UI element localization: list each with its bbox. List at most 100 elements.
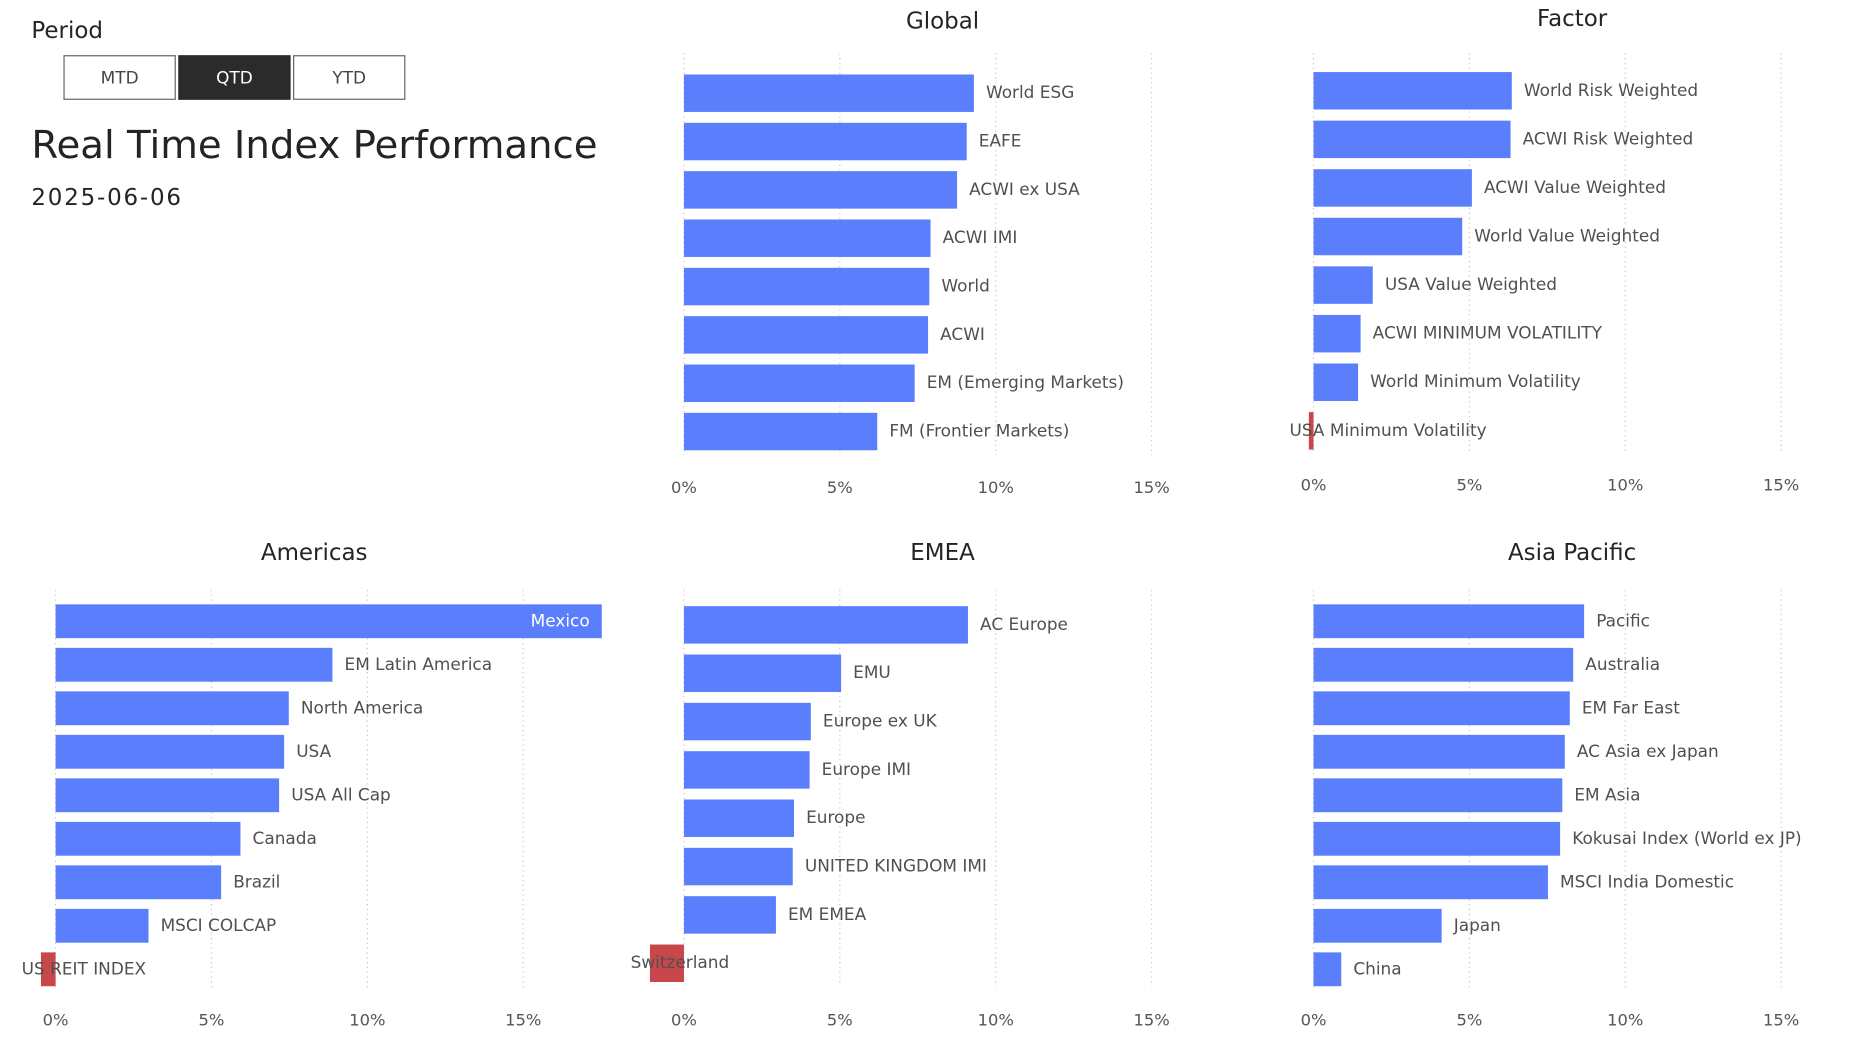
bar xyxy=(55,691,289,726)
page-title: Real Time Index Performance xyxy=(31,123,597,168)
bar-label: AC Asia ex Japan xyxy=(1577,741,1719,761)
bar xyxy=(1313,647,1574,682)
bar xyxy=(55,734,285,769)
bar-label: Europe IMI xyxy=(822,759,911,779)
x-tick-label: 5% xyxy=(1456,475,1482,494)
bar-label: Japan xyxy=(1453,915,1501,935)
x-tick-label: 15% xyxy=(1133,1011,1169,1030)
x-tick-label: 0% xyxy=(43,1011,69,1030)
bar xyxy=(683,606,968,644)
bar-label: ACWI Risk Weighted xyxy=(1523,128,1694,148)
bar-label: Europe ex UK xyxy=(823,711,938,731)
bar-label: US REIT INDEX xyxy=(22,958,147,978)
bar xyxy=(1313,952,1342,987)
bar xyxy=(1313,908,1442,943)
x-tick-label: 0% xyxy=(671,1011,697,1030)
bar-label: AC Europe xyxy=(980,614,1068,634)
bar xyxy=(55,865,222,900)
bar xyxy=(683,316,929,354)
x-tick-label: 15% xyxy=(1763,475,1799,494)
bar xyxy=(683,799,794,837)
x-tick-label: 10% xyxy=(349,1011,385,1030)
bar-label: ACWI IMI xyxy=(943,227,1018,247)
bar-label: ACWI Value Weighted xyxy=(1484,177,1666,197)
bar xyxy=(683,122,967,161)
bar xyxy=(1313,691,1570,726)
panel-title: Factor xyxy=(1537,6,1608,32)
bar xyxy=(683,847,793,886)
x-tick-label: 15% xyxy=(1133,478,1169,497)
period-label: Period xyxy=(31,18,103,44)
x-tick-label: 10% xyxy=(978,478,1014,497)
bar-label: World Minimum Volatility xyxy=(1370,371,1581,391)
bar xyxy=(1308,412,1314,450)
bar-label: World xyxy=(941,276,989,296)
bar-label: USA Minimum Volatility xyxy=(1290,420,1487,440)
bar-label: EMU xyxy=(853,662,891,682)
panel-title: EMEA xyxy=(910,540,975,566)
bar xyxy=(1313,120,1511,159)
bar-label: Canada xyxy=(253,828,317,848)
x-tick-label: 5% xyxy=(827,478,853,497)
bar-label: Switzerland xyxy=(631,952,730,972)
x-tick-label: 5% xyxy=(199,1011,225,1030)
bar-label: MSCI COLCAP xyxy=(161,915,277,935)
bar-label: EM Latin America xyxy=(345,654,493,674)
period-button-label[interactable]: QTD xyxy=(216,68,253,88)
bar xyxy=(1313,604,1585,639)
panel-title: Global xyxy=(906,8,979,34)
x-tick-label: 5% xyxy=(827,1011,853,1030)
bar xyxy=(55,604,602,639)
period-button[interactable] xyxy=(63,55,176,100)
bar-label: MSCI India Domestic xyxy=(1560,871,1734,891)
bar xyxy=(683,751,810,789)
bar-label: EM Asia xyxy=(1574,784,1640,804)
bar xyxy=(683,364,915,402)
bar-label: Brazil xyxy=(233,871,280,891)
bar xyxy=(1313,363,1359,401)
x-tick-label: 10% xyxy=(978,1011,1014,1030)
bar-label: World ESG xyxy=(986,82,1074,102)
bar xyxy=(683,267,930,306)
x-tick-label: 0% xyxy=(671,478,697,497)
bar xyxy=(1313,169,1472,207)
bar xyxy=(1313,266,1373,304)
bar xyxy=(1313,821,1561,856)
period-button-label[interactable]: YTD xyxy=(331,68,366,88)
period-button-label[interactable]: MTD xyxy=(101,68,139,88)
bar xyxy=(683,171,958,209)
bar-label: EAFE xyxy=(979,131,1022,151)
bar xyxy=(683,896,776,934)
x-tick-label: 0% xyxy=(1301,475,1327,494)
bar xyxy=(55,647,333,682)
bar-label: UNITED KINGDOM IMI xyxy=(805,856,987,876)
period-button[interactable] xyxy=(293,55,406,100)
bar-label: Europe xyxy=(806,807,865,827)
bar-label: World Risk Weighted xyxy=(1524,80,1698,100)
bar xyxy=(683,74,974,112)
x-tick-label: 15% xyxy=(1763,1011,1799,1030)
bar-label: EM EMEA xyxy=(788,904,867,924)
bar xyxy=(1313,734,1565,769)
bar-label: USA All Cap xyxy=(291,784,391,804)
panel-title: Asia Pacific xyxy=(1508,540,1636,566)
panel-title: Americas xyxy=(261,540,368,566)
x-tick-label: 10% xyxy=(1607,1011,1643,1030)
date: 2025-06-06 xyxy=(31,185,182,211)
x-tick-label: 5% xyxy=(1456,1011,1482,1030)
bar-label: USA Value Weighted xyxy=(1385,274,1557,294)
bar xyxy=(55,908,149,943)
bar xyxy=(55,778,280,813)
bar-label: ACWI ex USA xyxy=(969,179,1080,199)
bar-label: Australia xyxy=(1585,654,1660,674)
x-tick-label: 0% xyxy=(1301,1011,1327,1030)
bar xyxy=(1313,865,1548,900)
bar xyxy=(1313,314,1361,353)
x-tick-label: 15% xyxy=(505,1011,541,1030)
period-button[interactable] xyxy=(178,55,291,100)
bar xyxy=(1313,72,1512,110)
bar-label: North America xyxy=(301,697,423,717)
bar xyxy=(1313,217,1463,256)
